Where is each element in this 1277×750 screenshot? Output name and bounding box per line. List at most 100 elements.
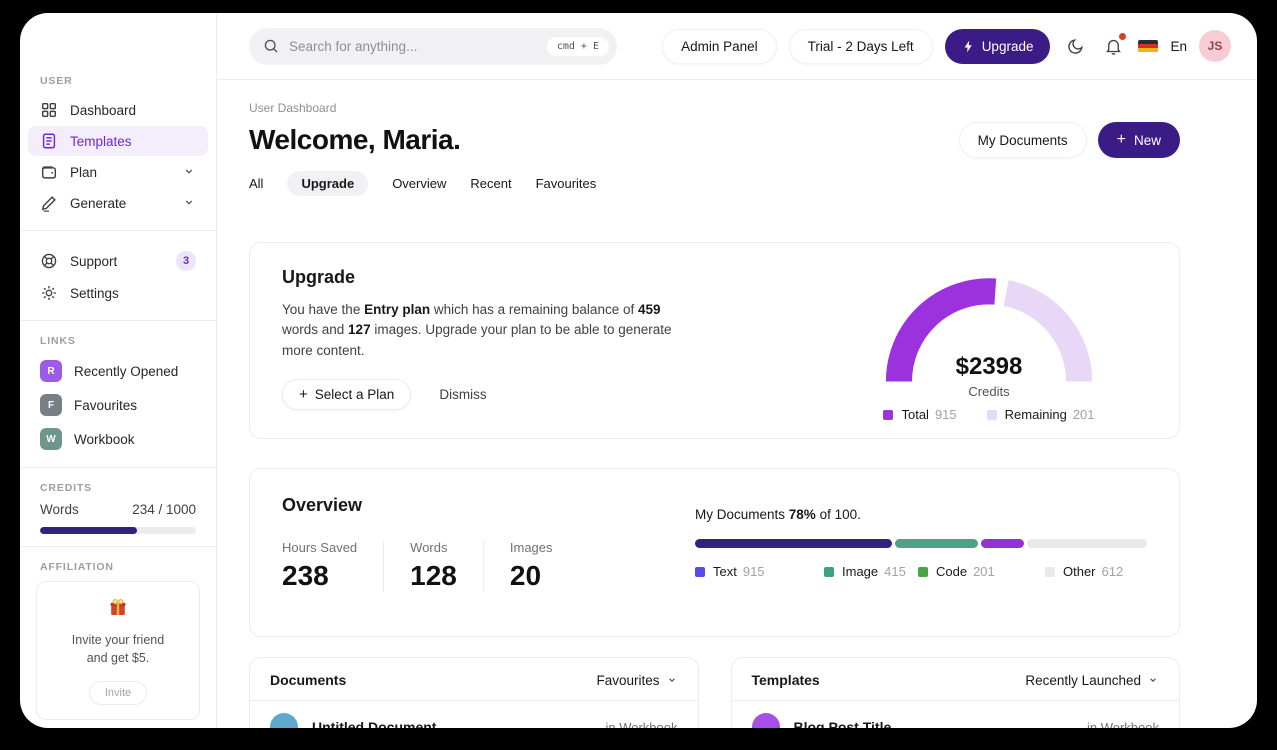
document-avatar (270, 713, 298, 728)
topbar: Search for anything... cmd + E Admin Pan… (217, 13, 1257, 80)
legend-swatch (1045, 566, 1055, 577)
tab-bar: All Upgrade Overview Recent Favourites (249, 171, 1180, 196)
credits-words-label: Words (40, 502, 79, 517)
dark-mode-toggle[interactable] (1064, 35, 1086, 57)
credits-usage-value: 234 / 1000 (132, 502, 196, 517)
sidebar-link-workbook[interactable]: W Workbook (28, 423, 208, 455)
sidebar-item-label: Settings (70, 285, 119, 301)
sidebar-item-templates[interactable]: Templates (28, 126, 208, 156)
pencil-icon (41, 196, 56, 212)
wallet-icon (41, 166, 57, 179)
admin-panel-button[interactable]: Admin Panel (662, 28, 777, 64)
templates-card: Templates Recently Launched Blog Post Ti… (730, 657, 1180, 728)
language-flag-germany[interactable] (1138, 39, 1159, 53)
link-label: Favourites (74, 397, 138, 413)
sidebar-item-label: Support (70, 253, 118, 269)
gauge-center-label: Credits (968, 384, 1010, 399)
legend-item-image: Image 415 (824, 564, 918, 579)
sidebar-section-credits: CREDITS (40, 482, 92, 494)
chevron-down-icon (1150, 678, 1156, 683)
documents-card-title: Documents (270, 672, 347, 688)
tab-overview[interactable]: Overview (392, 176, 447, 191)
documents-progress-caption: My Documents 78% of 100. (695, 507, 861, 522)
notifications-button[interactable] (1102, 33, 1127, 57)
sidebar-item-plan[interactable]: Plan (28, 157, 208, 187)
upgrade-button[interactable]: Upgrade (944, 28, 1051, 64)
gauge-segment-total (885, 278, 997, 382)
link-label: Workbook (74, 431, 135, 447)
credits-gauge-chart: $2398 Credits (880, 273, 1098, 399)
chevron-down-icon (182, 164, 196, 181)
tab-recent[interactable]: Recent (470, 176, 512, 191)
gauge-segment-remaining (1003, 280, 1093, 382)
sidebar-item-label: Generate (70, 195, 127, 211)
gauge-legend: Total 915 Remaining 201 (883, 407, 1095, 422)
sidebar-link-favourites[interactable]: F Favourites (28, 389, 208, 421)
tab-all[interactable]: All (249, 176, 264, 191)
stat-hours-saved: Hours Saved 238 (282, 540, 358, 591)
tab-favourites[interactable]: Favourites (535, 176, 597, 191)
search-icon (264, 39, 278, 53)
divider (20, 467, 216, 468)
select-plan-button[interactable]: + Select a Plan (282, 378, 412, 410)
sidebar-section-affiliation: AFFILIATION (40, 561, 114, 573)
support-count-badge: 3 (176, 251, 196, 271)
new-button[interactable]: + New (1097, 122, 1180, 158)
legend-item-code: Code 201 (918, 564, 1045, 579)
app-window: USER Dashboard Templates Plan Generate S… (20, 13, 1257, 728)
plus-icon: + (299, 385, 308, 403)
template-row[interactable]: Blog Post Title in Workbook (732, 701, 1180, 728)
sidebar-item-support[interactable]: Support 3 (28, 245, 208, 277)
plus-icon: + (1116, 131, 1126, 148)
sidebar-item-label: Plan (70, 164, 98, 180)
notification-dot (1119, 33, 1127, 40)
chevron-down-icon (668, 678, 675, 683)
main-area: Search for anything... cmd + E Admin Pan… (217, 13, 1257, 728)
link-initial-chip: W (40, 428, 62, 450)
overview-card: Overview Hours Saved 238 Words 128 Image… (249, 468, 1180, 637)
sidebar-item-label: Dashboard (70, 102, 137, 118)
moon-icon (1068, 38, 1083, 54)
sidebar-item-settings[interactable]: Settings (28, 278, 208, 308)
templates-filter-dropdown[interactable]: Recently Launched (1025, 673, 1159, 688)
bell-icon (1106, 39, 1121, 55)
invite-button[interactable]: Invite (88, 681, 148, 706)
upgrade-card: Upgrade You have the Entry plan which ha… (249, 242, 1180, 439)
divider (20, 230, 216, 231)
link-initial-chip: F (40, 394, 62, 416)
bar-segment-text (695, 539, 892, 548)
gear-icon (41, 285, 57, 301)
sidebar-link-recently-opened[interactable]: R Recently Opened (28, 355, 208, 387)
upgrade-card-body: You have the Entry plan which has a rema… (282, 302, 672, 358)
documents-filter-dropdown[interactable]: Favourites (596, 673, 677, 688)
bar-segment-other (1027, 539, 1147, 548)
user-avatar[interactable]: JS (1199, 30, 1231, 62)
legend-swatch (883, 409, 894, 420)
grid-icon (41, 102, 57, 118)
tab-upgrade[interactable]: Upgrade (287, 171, 369, 196)
search-input[interactable]: Search for anything... cmd + E (249, 27, 617, 65)
template-location: in Workbook (1086, 719, 1159, 729)
documents-card: Documents Favourites Untitled Document i… (249, 657, 699, 728)
my-documents-button[interactable]: My Documents (958, 122, 1087, 158)
affiliation-card: Invite your friend and get $5. Invite (36, 581, 200, 721)
language-label[interactable]: En (1170, 38, 1187, 54)
dashboard-content: User Dashboard Welcome, Maria. My Docume… (217, 80, 1257, 728)
sidebar-item-dashboard[interactable]: Dashboard (28, 95, 208, 125)
page-title: Welcome, Maria. (249, 124, 461, 155)
chevron-down-icon (182, 195, 196, 212)
template-title: Blog Post Title (793, 719, 892, 728)
gift-icon (110, 598, 126, 615)
stat-words: Words 128 (383, 540, 483, 592)
upgrade-button-label: Upgrade (981, 38, 1034, 54)
breadcrumb: User Dashboard (249, 101, 337, 115)
link-label: Recently Opened (74, 363, 179, 379)
stacked-bar-legend: Text 915 Image 415 Code 201 Other 612 (695, 564, 1147, 579)
keyboard-shortcut-badge: cmd + E (546, 36, 609, 56)
trial-status-button[interactable]: Trial - 2 Days Left (788, 28, 933, 64)
gauge-center-value: $2398 (955, 353, 1023, 380)
dismiss-button[interactable]: Dismiss (439, 386, 487, 402)
sidebar-item-generate[interactable]: Generate (28, 188, 208, 218)
document-row[interactable]: Untitled Document in Workbook (250, 701, 698, 728)
affiliation-text-line1: Invite your friend (71, 633, 165, 647)
